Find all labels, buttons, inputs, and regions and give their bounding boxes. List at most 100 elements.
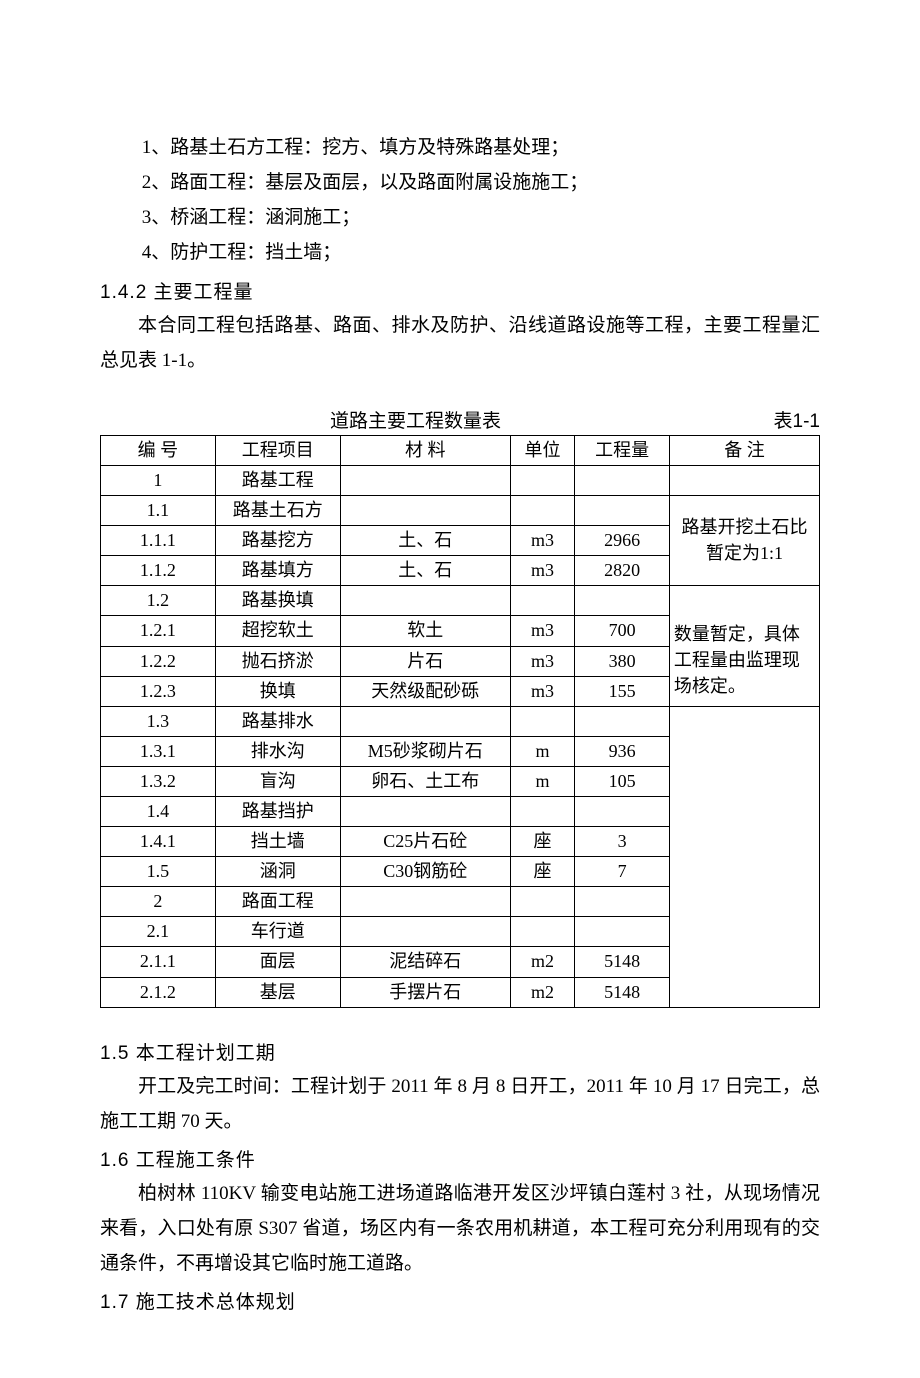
cell-item: 路基挖方: [215, 526, 340, 556]
cell-id: 1.5: [101, 857, 216, 887]
cell-unit: m3: [510, 526, 574, 556]
cell-qty: 5148: [575, 947, 670, 977]
cell-unit: m3: [510, 676, 574, 706]
cell-id: 1.3: [101, 706, 216, 736]
cell-id: 2.1.2: [101, 977, 216, 1007]
cell-unit: [510, 887, 574, 917]
th-qty: 工程量: [575, 435, 670, 465]
cell-qty: [575, 796, 670, 826]
cell-item: 面层: [215, 947, 340, 977]
paragraph-1-5: 开工及完工时间：工程计划于 2011 年 8 月 8 日开工，2011 年 10…: [100, 1069, 820, 1139]
cell-id: 1: [101, 465, 216, 495]
cell-qty: [575, 887, 670, 917]
cell-unit: 座: [510, 857, 574, 887]
cell-unit: [510, 496, 574, 526]
cell-item: 路基土石方: [215, 496, 340, 526]
heading-1-5: 1.5 本工程计划工期: [100, 1038, 820, 1065]
table-number: 表1-1: [774, 406, 820, 433]
table-row: 1.2 路基换填: [101, 586, 820, 616]
cell-qty: 2820: [575, 556, 670, 586]
table-header-row: 编 号 工程项目 材 料 单位 工程量 备 注: [101, 435, 820, 465]
cell-item: 路基挡护: [215, 796, 340, 826]
th-material: 材 料: [340, 435, 510, 465]
th-id: 编 号: [101, 435, 216, 465]
cell-unit: [510, 796, 574, 826]
cell-unit: m: [510, 736, 574, 766]
document-page: 1、路基土石方工程：挖方、填方及特殊路基处理； 2、路面工程：基层及面层，以及路…: [0, 0, 920, 1378]
cell-unit: m2: [510, 977, 574, 1007]
cell-id: 1.3.1: [101, 736, 216, 766]
cell-unit: m2: [510, 947, 574, 977]
cell-remark: [669, 706, 819, 1007]
paragraph-1-4-2: 本合同工程包括路基、路面、排水及防护、沿线道路设施等工程，主要工程量汇总见表 1…: [100, 308, 820, 378]
cell-qty: 2966: [575, 526, 670, 556]
cell-mat: 卵石、土工布: [340, 766, 510, 796]
cell-item: 排水沟: [215, 736, 340, 766]
cell-item: 路基换填: [215, 586, 340, 616]
cell-unit: [510, 706, 574, 736]
list-item: 1、路基土石方工程：挖方、填方及特殊路基处理；: [142, 130, 820, 165]
cell-item: 车行道: [215, 917, 340, 947]
cell-item: 路基填方: [215, 556, 340, 586]
cell-unit: m3: [510, 556, 574, 586]
cell-id: 1.4: [101, 796, 216, 826]
th-item: 工程项目: [215, 435, 340, 465]
cell-qty: 3: [575, 827, 670, 857]
cell-qty: [575, 917, 670, 947]
cell-mat: [340, 586, 510, 616]
cell-unit: [510, 586, 574, 616]
cell-item: 基层: [215, 977, 340, 1007]
th-unit: 单位: [510, 435, 574, 465]
cell-mat: C30钢筋砼: [340, 857, 510, 887]
cell-mat: [340, 465, 510, 495]
cell-id: 1.2.1: [101, 616, 216, 646]
cell-mat: [340, 887, 510, 917]
cell-item: 盲沟: [215, 766, 340, 796]
cell-remark: 数量暂定，具体工程量由监理现场核定。: [669, 616, 819, 706]
table-title: 道路主要工程数量表: [330, 406, 501, 433]
table-row: 1.3 路基排水: [101, 706, 820, 736]
cell-mat: [340, 496, 510, 526]
cell-id: 1.2.2: [101, 646, 216, 676]
cell-item: 抛石挤淤: [215, 646, 340, 676]
heading-1-6: 1.6 工程施工条件: [100, 1145, 820, 1172]
cell-qty: [575, 465, 670, 495]
cell-mat: 泥结碎石: [340, 947, 510, 977]
cell-mat: 土、石: [340, 556, 510, 586]
cell-unit: [510, 465, 574, 495]
table-row: 1.2.1 超挖软土 软土 m3 700 数量暂定，具体工程量由监理现场核定。: [101, 616, 820, 646]
cell-item: 换填: [215, 676, 340, 706]
cell-qty: 936: [575, 736, 670, 766]
cell-id: 2: [101, 887, 216, 917]
cell-qty: 700: [575, 616, 670, 646]
table-row: 1 路基工程: [101, 465, 820, 495]
list-item: 3、桥涵工程：涵洞施工；: [142, 200, 820, 235]
cell-remark: 路基开挖土石比暂定为1:1: [669, 496, 819, 586]
heading-1-7: 1.7 施工技术总体规划: [100, 1287, 820, 1314]
cell-id: 1.1.2: [101, 556, 216, 586]
cell-remark: [669, 465, 819, 495]
heading-1-4-2: 1.4.2 主要工程量: [100, 277, 820, 304]
cell-mat: 手摆片石: [340, 977, 510, 1007]
cell-mat: 片石: [340, 646, 510, 676]
table-row: 1.1 路基土石方 路基开挖土石比暂定为1:1: [101, 496, 820, 526]
cell-id: 2.1: [101, 917, 216, 947]
cell-id: 1.2.3: [101, 676, 216, 706]
cell-item: 路面工程: [215, 887, 340, 917]
cell-mat: M5砂浆砌片石: [340, 736, 510, 766]
cell-qty: 155: [575, 676, 670, 706]
cell-unit: 座: [510, 827, 574, 857]
cell-qty: 7: [575, 857, 670, 887]
list-item: 2、路面工程：基层及面层，以及路面附属设施施工；: [142, 165, 820, 200]
cell-mat: [340, 796, 510, 826]
list-item: 4、防护工程：挡土墙；: [142, 235, 820, 270]
cell-item: 超挖软土: [215, 616, 340, 646]
cell-mat: C25片石砼: [340, 827, 510, 857]
cell-qty: 380: [575, 646, 670, 676]
cell-unit: m3: [510, 646, 574, 676]
cell-mat: 土、石: [340, 526, 510, 556]
cell-item: 挡土墙: [215, 827, 340, 857]
cell-id: 1.4.1: [101, 827, 216, 857]
table-caption: 道路主要工程数量表 表1-1: [100, 406, 820, 433]
cell-item: 涵洞: [215, 857, 340, 887]
